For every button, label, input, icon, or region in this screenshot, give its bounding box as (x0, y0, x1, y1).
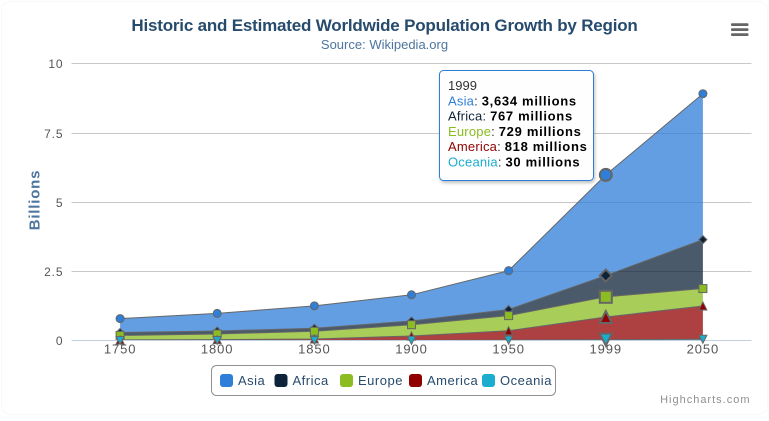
svg-text:Africa: Africa (293, 373, 330, 388)
svg-text:2050: 2050 (687, 342, 720, 357)
svg-text:1900: 1900 (395, 342, 428, 357)
svg-text:America: 818 millions: America: 818 millions (448, 139, 588, 154)
svg-text:Africa: 767 millions: Africa: 767 millions (448, 109, 573, 124)
svg-text:Oceania: Oceania (500, 373, 552, 388)
svg-text:7.5: 7.5 (44, 127, 63, 141)
svg-text:Source: Wikipedia.org: Source: Wikipedia.org (321, 37, 448, 52)
svg-text:Asia: Asia (238, 373, 266, 388)
svg-text:1999: 1999 (448, 78, 477, 93)
svg-text:1950: 1950 (492, 342, 525, 357)
svg-text:2.5: 2.5 (44, 265, 63, 279)
svg-text:Oceania: 30 millions: Oceania: 30 millions (448, 154, 580, 169)
svg-text:Billions: Billions (27, 170, 44, 231)
svg-text:Highcharts.com: Highcharts.com (660, 394, 750, 406)
svg-text:Europe: 729 millions: Europe: 729 millions (448, 124, 582, 139)
svg-text:0: 0 (56, 334, 64, 348)
svg-text:1750: 1750 (104, 342, 137, 357)
svg-text:5: 5 (56, 196, 64, 210)
svg-text:Asia: 3,634 millions: Asia: 3,634 millions (448, 94, 577, 109)
svg-text:10: 10 (48, 57, 63, 71)
svg-text:1999: 1999 (590, 342, 623, 357)
svg-text:1850: 1850 (298, 342, 331, 357)
svg-text:America: America (427, 373, 478, 388)
svg-text:Europe: Europe (358, 373, 403, 388)
svg-text:1800: 1800 (201, 342, 234, 357)
svg-text:Historic and Estimated Worldwi: Historic and Estimated Worldwide Populat… (131, 16, 637, 35)
